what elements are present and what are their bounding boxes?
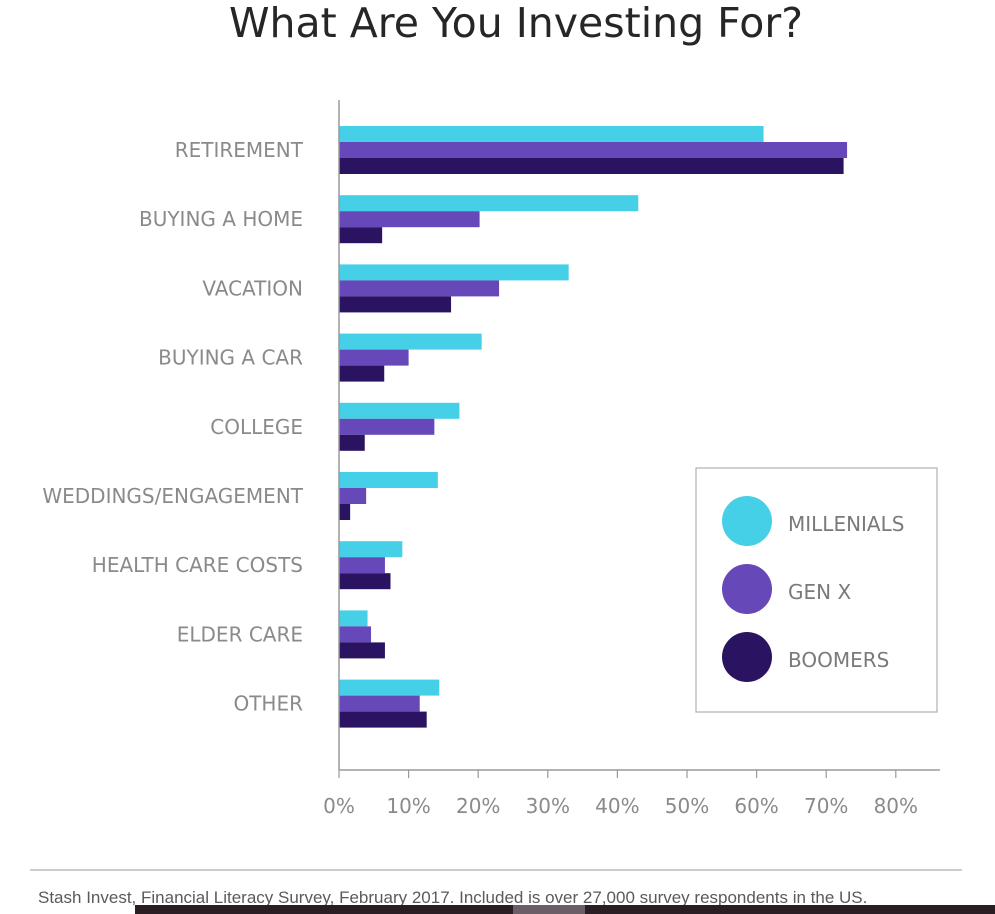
bar-boomers — [339, 296, 452, 313]
legend-label: MILLENIALS — [788, 512, 904, 536]
category-label: BUYING A CAR — [158, 346, 303, 370]
legend: MILLENIALS GEN X BOOMERS — [695, 467, 938, 713]
x-tick-label: 0% — [323, 794, 355, 818]
x-tick-label: 10% — [386, 794, 430, 818]
category-labels: RETIREMENT BUYING A HOME VACATION BUYING A … — [42, 138, 303, 716]
legend-label: GEN X — [788, 580, 851, 604]
bar-millenials — [339, 679, 440, 696]
category-label: BUYING A HOME — [139, 207, 303, 231]
legend-swatch — [722, 632, 772, 682]
category-label: RETIREMENT — [175, 138, 304, 162]
x-tick-label: 30% — [526, 794, 570, 818]
category-label: HEALTH CARE COSTS — [92, 553, 303, 577]
x-tick-label: 20% — [456, 794, 500, 818]
category-label: WEDDINGS/ENGAGEMENT — [42, 484, 303, 508]
bar-boomers — [339, 227, 383, 244]
bars-layer — [339, 126, 848, 728]
bar-millenials — [339, 472, 438, 488]
legend-items: MILLENIALS GEN X BOOMERS — [722, 496, 904, 682]
bar-boomers — [339, 158, 844, 174]
bar-gen-x — [339, 488, 367, 504]
bar-millenials — [339, 402, 460, 419]
x-tick-label: 40% — [595, 794, 639, 818]
bar-gen-x — [339, 142, 848, 158]
bar-millenials — [339, 126, 764, 142]
bar-boomers — [339, 365, 385, 382]
category-label: OTHER — [233, 692, 303, 716]
bar-gen-x — [339, 349, 409, 366]
legend-swatch — [722, 496, 772, 546]
bar-gen-x — [339, 280, 500, 297]
bar-boomers — [339, 711, 427, 728]
bar-boomers — [339, 642, 385, 659]
bar-millenials — [339, 610, 368, 627]
legend-label: BOOMERS — [788, 648, 889, 672]
x-tick-label: 70% — [804, 794, 848, 818]
x-tick-label: 80% — [874, 794, 918, 818]
category-label: COLLEGE — [210, 415, 303, 439]
bar-millenials — [339, 264, 569, 281]
x-tick-label: 60% — [734, 794, 778, 818]
x-axis-ticks: 0% 10% 20% 30% 40% 50% 60% 70% 80% — [323, 770, 918, 818]
bar-gen-x — [339, 695, 420, 712]
bar-boomers — [339, 434, 365, 451]
bottom-strip-segment — [513, 905, 585, 914]
bar-gen-x — [339, 557, 385, 574]
bar-gen-x — [339, 211, 480, 228]
bar-millenials — [339, 541, 403, 558]
category-label: ELDER CARE — [177, 622, 303, 646]
bar-gen-x — [339, 626, 372, 643]
chart-title: What Are You Investing For? — [229, 0, 803, 47]
x-tick-label: 50% — [665, 794, 709, 818]
source-note: Stash Invest, Financial Literacy Survey,… — [38, 888, 867, 907]
category-label: VACATION — [202, 276, 303, 300]
bar-boomers — [339, 573, 391, 590]
bar-millenials — [339, 195, 639, 212]
bottom-strip — [135, 905, 995, 914]
bar-millenials — [339, 333, 482, 350]
bar-gen-x — [339, 418, 435, 435]
legend-swatch — [722, 564, 772, 614]
bar-boomers — [339, 504, 351, 520]
